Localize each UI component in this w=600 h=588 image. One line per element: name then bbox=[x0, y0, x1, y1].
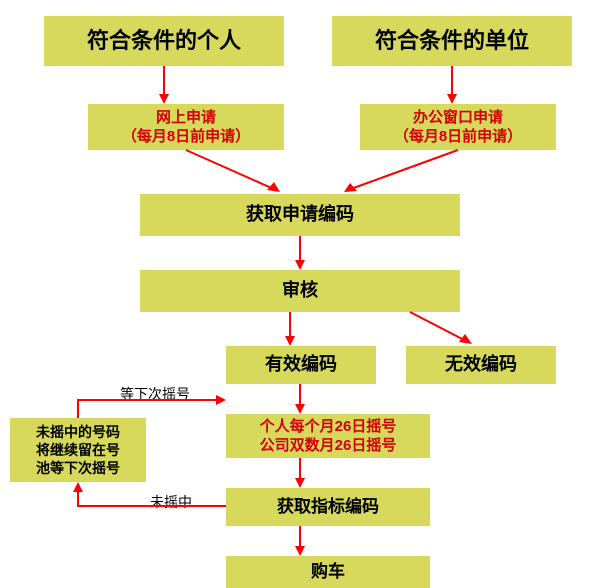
node-get-app-code: 获取申请编码 bbox=[140, 194, 460, 236]
label-wait-next: 等下次摇号 bbox=[120, 384, 190, 404]
node-valid-code: 有效编码 bbox=[226, 346, 376, 384]
node-not-won-pool: 未摇中的号码 将继续留在号 池等下次摇号 bbox=[10, 418, 146, 482]
node-qualified-person: 符合条件的个人 bbox=[44, 16, 284, 66]
node-buy-car: 购车 bbox=[226, 556, 430, 588]
label-not-won: 未摇中 bbox=[150, 492, 192, 512]
node-online-apply: 网上申请 （每月8日前申请） bbox=[88, 104, 284, 150]
node-lottery-schedule: 个人每个月26日摇号 公司双数月26日摇号 bbox=[226, 414, 430, 458]
node-get-index-code: 获取指标编码 bbox=[226, 488, 430, 526]
node-office-apply: 办公窗口申请 （每月8日前申请） bbox=[360, 104, 556, 150]
node-invalid-code: 无效编码 bbox=[406, 346, 556, 384]
node-qualified-org: 符合条件的单位 bbox=[332, 16, 572, 66]
node-review: 审核 bbox=[140, 270, 460, 312]
